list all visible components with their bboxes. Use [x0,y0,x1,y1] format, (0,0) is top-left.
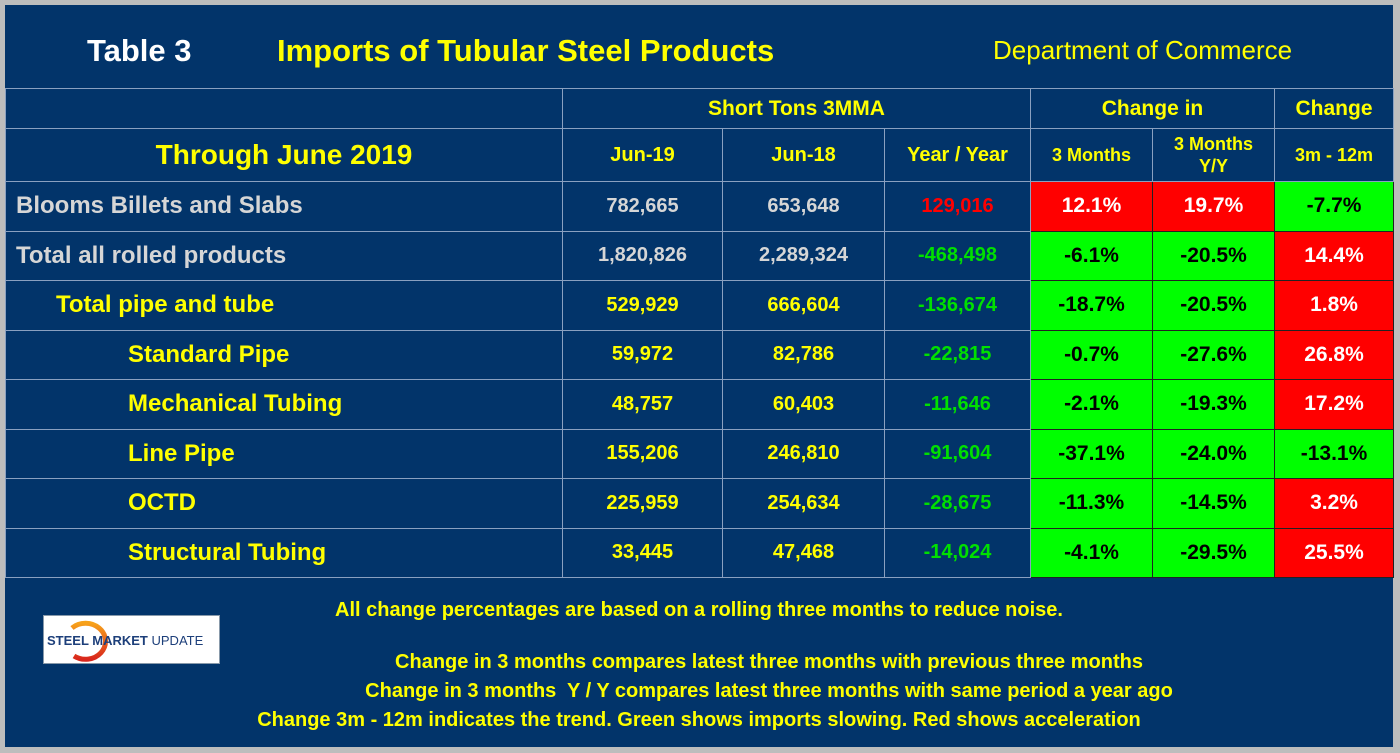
cell-trend: 3.2% [1274,478,1395,529]
cell-trend: 25.5% [1274,527,1395,578]
col-3m: 3 Months [1030,128,1153,182]
cell-trend: -7.7% [1274,181,1395,232]
cell-jun19: 529,929 [562,280,723,331]
cell-jun18: 254,634 [722,478,885,529]
cell-yoy: -22,815 [884,329,1031,380]
table-number: Table 3 [87,33,192,68]
page-title: Imports of Tubular Steel Products [277,33,775,68]
period-label: Through June 2019 [5,128,563,182]
logo-text: STEEL MARKET UPDATE [47,633,204,648]
group-change: Change [1274,88,1395,129]
row-label: OCTD [5,478,563,529]
cell-3m: -0.7% [1030,329,1153,380]
cell-3m-yy: -29.5% [1151,527,1276,578]
row-label: Structural Tubing [5,527,563,578]
col-3m-yy-line1: 3 Months [1174,134,1253,154]
cell-trend: 26.8% [1274,329,1395,380]
cell-jun19: 33,445 [562,527,723,578]
cell-trend: 17.2% [1274,379,1395,430]
header-row-2: Through June 2019 Jun-19 Jun-18 Year / Y… [5,128,1395,182]
cell-jun19: 155,206 [562,428,723,479]
table-row: Line Pipe 155,206 246,810 -91,604 -37.1% -24.… [5,428,1395,479]
header-row-1: Short Tons 3MMA Change in Change [5,88,1395,129]
source-label: Department of Commerce [993,35,1293,65]
cell-yoy: -14,024 [884,527,1031,578]
note-2: Change in 3 months compares latest three… [395,651,1143,673]
cell-3m-yy: -14.5% [1151,478,1276,529]
cell-3m: -37.1% [1030,428,1153,479]
table-row: OCTD 225,959 254,634 -28,675 -11.3% -14.5% 3.2… [5,478,1395,529]
cell-3m-yy: -20.5% [1151,280,1276,331]
cell-3m: -4.1% [1030,527,1153,578]
note-4: Change 3m - 12m indicates the trend. Gre… [257,709,1141,731]
col-jun19: Jun-19 [562,128,723,182]
steel-market-update-logo: STEEL MARKET UPDATE [43,615,220,664]
imports-table: Short Tons 3MMA Change in Change Through… [5,88,1395,578]
row-label: Line Pipe [5,428,563,479]
blank-header [5,88,563,129]
cell-jun19: 225,959 [562,478,723,529]
table-row: Mechanical Tubing 48,757 60,403 -11,646 -2.1… [5,379,1395,430]
cell-jun18: 82,786 [722,329,885,380]
cell-yoy: -91,604 [884,428,1031,479]
cell-3m: -11.3% [1030,478,1153,529]
col-jun18: Jun-18 [722,128,885,182]
col-3m-yy: 3 Months Y/Y [1151,128,1276,182]
cell-jun18: 47,468 [722,527,885,578]
note-1: All change percentages are based on a ro… [335,599,1063,621]
group-short-tons: Short Tons 3MMA [562,88,1031,129]
cell-trend: -13.1% [1274,428,1395,479]
cell-yoy: -136,674 [884,280,1031,331]
table-row: Total pipe and tube 529,929 666,604 -136,67… [5,280,1395,331]
cell-3m-yy: -27.6% [1151,329,1276,380]
note-3: Change in 3 months Y / Y compares latest… [365,680,1173,702]
cell-jun18: 2,289,324 [722,230,885,281]
row-label: Total pipe and tube [5,280,563,331]
cell-yoy: -28,675 [884,478,1031,529]
cell-jun18: 60,403 [722,379,885,430]
table-row: Structural Tubing 33,445 47,468 -14,024 -4.1… [5,527,1395,578]
row-label: Standard Pipe [5,329,563,380]
cell-3m-yy: 19.7% [1151,181,1276,232]
col-trend: 3m - 12m [1274,128,1395,182]
cell-yoy: 129,016 [884,181,1031,232]
table-row: Standard Pipe 59,972 82,786 -22,815 -0.7% -27… [5,329,1395,380]
cell-jun18: 246,810 [722,428,885,479]
cell-jun19: 48,757 [562,379,723,430]
cell-3m-yy: -24.0% [1151,428,1276,479]
table-row: Total all rolled products 1,820,826 2,289,… [5,230,1395,281]
row-label: Blooms Billets and Slabs [5,181,563,232]
cell-jun18: 653,648 [722,181,885,232]
col-3m-yy-line2: Y/Y [1199,156,1229,176]
group-change-in: Change in [1029,88,1276,129]
cell-jun19: 1,820,826 [562,230,723,281]
cell-3m: -6.1% [1030,230,1153,281]
col-yoy: Year / Year [884,128,1031,182]
cell-3m: -18.7% [1030,280,1153,331]
cell-yoy: -11,646 [884,379,1031,430]
cell-yoy: -468,498 [884,230,1031,281]
cell-3m-yy: -19.3% [1151,379,1276,430]
cell-jun19: 782,665 [562,181,723,232]
row-label: Total all rolled products [5,230,563,281]
cell-3m: 12.1% [1030,181,1153,232]
cell-jun19: 59,972 [562,329,723,380]
cell-trend: 14.4% [1274,230,1395,281]
cell-trend: 1.8% [1274,280,1395,331]
row-label: Mechanical Tubing [5,379,563,430]
cell-3m: -2.1% [1030,379,1153,430]
cell-3m-yy: -20.5% [1151,230,1276,281]
cell-jun18: 666,604 [722,280,885,331]
table-row: Blooms Billets and Slabs 782,665 653,648 12… [5,181,1395,232]
